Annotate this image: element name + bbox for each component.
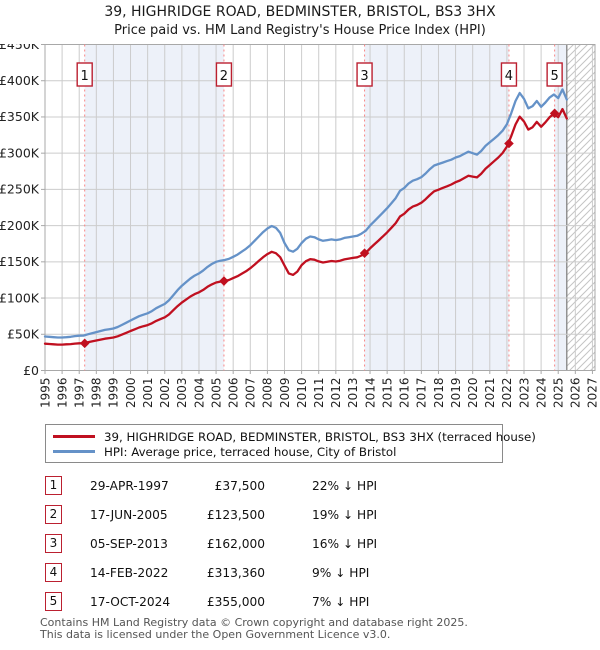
svg-text:2000: 2000: [124, 378, 138, 409]
svg-text:5: 5: [550, 69, 558, 84]
footer-licence: This data is licensed under the Open Gov…: [40, 628, 391, 641]
sale-hpi-diff: 7% ↓ HPI: [312, 595, 370, 609]
svg-text:2003: 2003: [175, 378, 189, 409]
sale-number-badge: 3: [45, 534, 62, 553]
svg-text:1997: 1997: [73, 378, 87, 409]
svg-text:2021: 2021: [483, 378, 497, 409]
sale-row-4: 4 14-FEB-2022 £313,360 9% ↓ HPI: [0, 563, 600, 585]
svg-text:2007: 2007: [244, 378, 258, 409]
svg-text:2022: 2022: [500, 378, 514, 409]
footer-copyright: Contains HM Land Registry data © Crown c…: [40, 616, 468, 629]
page-title: 39, HIGHRIDGE ROAD, BEDMINSTER, BRISTOL,…: [104, 4, 496, 20]
svg-text:2013: 2013: [346, 378, 360, 409]
sale-hpi-diff: 19% ↓ HPI: [312, 508, 378, 522]
sale-price: £162,000: [206, 537, 265, 551]
legend-hpi-label: HPI: Average price, terraced house, City…: [104, 444, 397, 459]
svg-text:2005: 2005: [209, 378, 223, 409]
sale-date: 14-FEB-2022: [90, 566, 169, 580]
svg-text:£150K: £150K: [0, 254, 40, 269]
sale-hpi-diff: 9% ↓ HPI: [312, 566, 370, 580]
svg-text:£0: £0: [23, 363, 39, 378]
svg-text:1995: 1995: [38, 378, 52, 409]
legend-row-hpi: HPI: Average price, terraced house, City…: [53, 444, 498, 459]
svg-text:2015: 2015: [380, 378, 394, 409]
svg-text:4: 4: [505, 69, 513, 84]
svg-text:2026: 2026: [569, 378, 583, 409]
sale-price: £123,500: [206, 508, 265, 522]
svg-text:2004: 2004: [192, 378, 206, 409]
price-history-chart: £0 £50K £100K £150K £200K £250K £300K £350K £400…: [0, 44, 600, 409]
svg-text:2020: 2020: [466, 378, 480, 409]
svg-text:2010: 2010: [295, 378, 309, 409]
svg-text:£50K: £50K: [7, 327, 40, 342]
svg-text:£200K: £200K: [0, 218, 40, 233]
svg-text:2019: 2019: [449, 378, 463, 409]
sale-date: 05-SEP-2013: [90, 537, 168, 551]
svg-text:2009: 2009: [278, 378, 292, 409]
sale-date: 29-APR-1997: [90, 479, 169, 493]
svg-text:£450K: £450K: [0, 44, 40, 52]
svg-text:2002: 2002: [158, 378, 172, 409]
svg-text:2008: 2008: [261, 378, 275, 409]
svg-text:2027: 2027: [586, 378, 600, 409]
sale-price: £37,500: [214, 479, 265, 493]
property-line-sample: [53, 435, 95, 438]
svg-text:1998: 1998: [90, 378, 104, 409]
sale-price: £313,360: [206, 566, 265, 580]
sale-hpi-diff: 16% ↓ HPI: [312, 537, 378, 551]
sale-date: 17-OCT-2024: [90, 595, 171, 609]
svg-text:2023: 2023: [517, 378, 531, 409]
sale-hpi-diff: 22% ↓ HPI: [312, 479, 378, 493]
legend-property-label: 39, HIGHRIDGE ROAD, BEDMINSTER, BRISTOL,…: [104, 429, 536, 444]
sale-date: 17-JUN-2005: [90, 508, 168, 522]
hpi-line-sample: [53, 450, 95, 453]
sale-row-5: 5 17-OCT-2024 £355,000 7% ↓ HPI: [0, 592, 600, 614]
svg-text:2012: 2012: [329, 378, 343, 409]
svg-text:2006: 2006: [226, 378, 240, 409]
legend-row-property: 39, HIGHRIDGE ROAD, BEDMINSTER, BRISTOL,…: [53, 429, 536, 444]
sale-number-badge: 5: [45, 592, 62, 611]
sale-price: £355,000: [206, 595, 265, 609]
svg-text:2017: 2017: [415, 378, 429, 409]
svg-text:2025: 2025: [552, 378, 566, 409]
page-subtitle: Price paid vs. HM Land Registry's House …: [114, 23, 486, 38]
chart-legend: 39, HIGHRIDGE ROAD, BEDMINSTER, BRISTOL,…: [45, 424, 536, 463]
svg-text:2016: 2016: [398, 378, 412, 409]
svg-text:1996: 1996: [55, 378, 69, 409]
svg-text:£350K: £350K: [0, 109, 40, 124]
svg-text:2: 2: [220, 69, 228, 84]
svg-text:£100K: £100K: [0, 290, 40, 305]
svg-text:£250K: £250K: [0, 182, 40, 197]
svg-text:1999: 1999: [107, 378, 121, 409]
svg-text:£400K: £400K: [0, 73, 40, 88]
sale-row-1: 1 29-APR-1997 £37,500 22% ↓ HPI: [0, 476, 600, 498]
svg-text:2001: 2001: [141, 378, 155, 409]
sale-number-badge: 2: [45, 505, 62, 524]
sale-row-3: 3 05-SEP-2013 £162,000 16% ↓ HPI: [0, 534, 600, 556]
svg-text:2018: 2018: [432, 378, 446, 409]
svg-text:2014: 2014: [363, 378, 377, 409]
svg-text:2011: 2011: [312, 378, 326, 409]
svg-text:2024: 2024: [534, 378, 548, 409]
sale-number-badge: 4: [45, 563, 62, 582]
sale-number-badge: 1: [45, 476, 62, 495]
svg-text:1: 1: [81, 69, 89, 84]
svg-text:3: 3: [360, 69, 368, 84]
svg-text:£300K: £300K: [0, 145, 40, 160]
sale-row-2: 2 17-JUN-2005 £123,500 19% ↓ HPI: [0, 505, 600, 527]
